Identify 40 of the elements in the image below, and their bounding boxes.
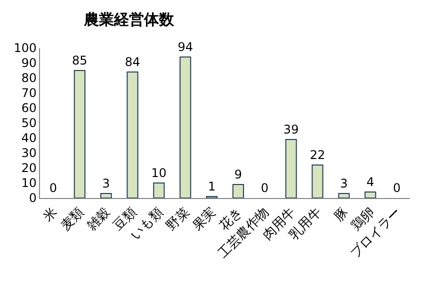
bar <box>285 139 297 198</box>
bar <box>153 182 165 198</box>
bar <box>312 164 324 198</box>
data-label: 3 <box>102 176 110 190</box>
data-label: 0 <box>49 181 58 195</box>
y-tick-label: 50 <box>21 116 37 130</box>
y-tick-label: 60 <box>21 101 37 116</box>
data-label: 0 <box>392 181 401 195</box>
data-label: 1 <box>208 180 216 194</box>
chart-title: 農業経営体数 <box>83 10 176 29</box>
data-label: 10 <box>151 166 167 180</box>
bar <box>180 56 192 198</box>
bar <box>126 72 138 198</box>
data-label: 0 <box>260 181 268 195</box>
bar <box>338 193 350 198</box>
y-tick-label: 0 <box>28 191 37 206</box>
data-label: 39 <box>283 122 299 136</box>
bar <box>74 70 86 198</box>
y-tick-label: 70 <box>21 86 37 100</box>
x-tick-label: 雑穀 <box>84 204 114 234</box>
x-tick-label: 麦類 <box>58 204 88 234</box>
bar <box>232 184 244 198</box>
data-label: 3 <box>340 176 348 190</box>
y-tick-label: 10 <box>21 176 37 190</box>
bar <box>100 193 112 198</box>
y-tick-label: 20 <box>21 161 37 176</box>
data-label: 94 <box>178 40 193 54</box>
data-label: 9 <box>234 168 242 182</box>
y-tick-label: 80 <box>21 71 37 86</box>
bar <box>364 192 376 198</box>
y-tick-label: 90 <box>21 56 37 70</box>
y-tick-label: 30 <box>21 146 37 160</box>
data-label: 22 <box>310 148 326 162</box>
data-label: 85 <box>72 54 88 68</box>
x-tick-label: 米 <box>40 204 61 225</box>
y-tick-label: 40 <box>21 131 37 146</box>
y-tick-label: 100 <box>14 41 37 56</box>
data-label: 4 <box>366 175 374 189</box>
x-tick-label: 豚 <box>332 204 352 225</box>
data-label: 84 <box>124 55 140 69</box>
